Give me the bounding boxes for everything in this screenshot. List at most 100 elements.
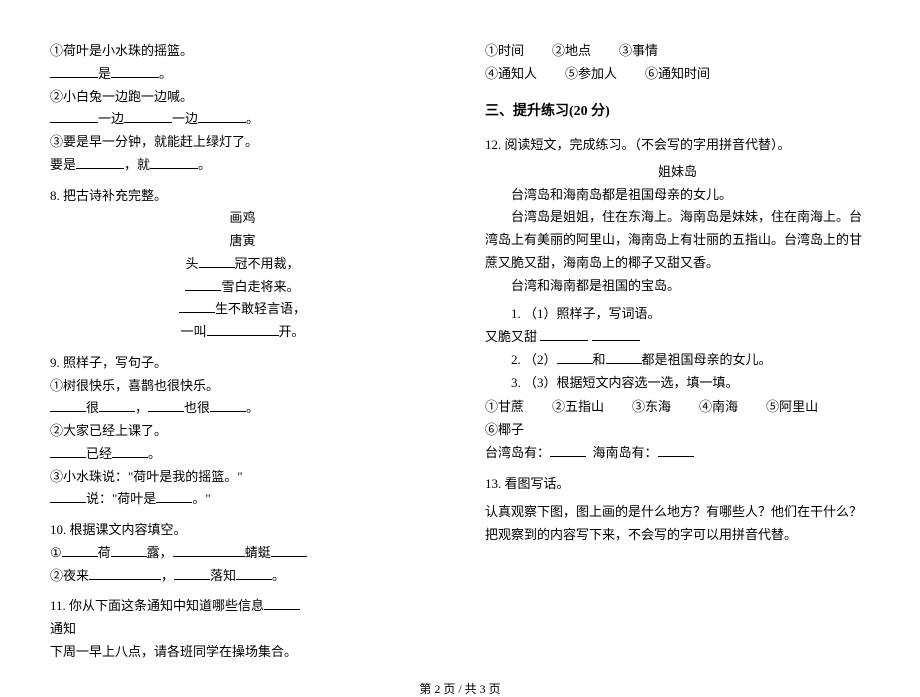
- blank: [111, 68, 159, 78]
- blank: [156, 493, 192, 503]
- q10-l2: ②夜来 ， 落知 。: [50, 565, 435, 588]
- text: 露，: [147, 545, 173, 560]
- opt: ⑥通知时间: [645, 63, 710, 86]
- page-footer: 第 2 页 / 共 3 页: [0, 680, 920, 697]
- blank: [658, 447, 694, 457]
- q12-s2: 2. （2） 和 都是祖国母亲的女儿。: [485, 349, 870, 372]
- blank: [243, 326, 279, 336]
- blank: [179, 303, 215, 313]
- text: 2. （2）: [511, 352, 557, 367]
- right-column: ①时间 ②地点 ③事情 ④通知人 ⑤参加人 ⑥通知时间 三、提升练习(20 分)…: [485, 40, 870, 664]
- text: 一边: [172, 111, 198, 126]
- text: ，: [135, 400, 148, 415]
- q13: 13. 看图写话。 认真观察下图，图上画的是什么地方？有哪些人？他们在干什么？把…: [485, 473, 870, 547]
- blank: [185, 280, 221, 290]
- text: ，: [161, 568, 174, 583]
- q12-s1-ex: 又脆又甜: [485, 326, 870, 349]
- text: 开。: [279, 324, 305, 339]
- text: 一边: [98, 111, 124, 126]
- q9: 9. 照样子，写句子。 ①树很快乐，喜鹊也很快乐。 很，也很。 ②大家已经上课了…: [50, 352, 435, 511]
- opt: ⑥椰子: [485, 419, 524, 442]
- blank: [207, 326, 243, 336]
- blank: [209, 547, 245, 557]
- blank: [173, 547, 209, 557]
- blank: [112, 448, 148, 458]
- q11-options-bottom: ④通知人 ⑤参加人 ⑥通知时间: [485, 63, 870, 86]
- blank: [557, 354, 593, 364]
- blank: [174, 569, 210, 579]
- q8-p4: 一叫开。: [50, 321, 435, 344]
- q12-s3-opts: ①甘蔗 ②五指山 ③东海 ④南海 ⑤阿里山 ⑥椰子: [485, 396, 870, 442]
- opt: ⑤参加人: [565, 63, 617, 86]
- section-title: 三、提升练习(20 分): [485, 100, 870, 125]
- blank: [50, 493, 86, 503]
- page-container: ①荷叶是小水珠的摇篮。 是。 ②小白兔一边跑一边喊。 一边一边。 ③要是早一分钟…: [0, 0, 920, 674]
- text: ①: [50, 545, 62, 560]
- blank: [210, 402, 246, 412]
- text: 已经: [86, 446, 112, 461]
- q12-p1: 台湾岛和海南岛都是祖国母亲的女儿。: [485, 184, 870, 207]
- q13-body: 认真观察下图，图上画的是什么地方？有哪些人？他们在干什么？把观察到的内容写下来，…: [485, 501, 870, 547]
- opt: ③事情: [619, 40, 658, 63]
- blank: [89, 569, 125, 579]
- q8: 8. 把古诗补充完整。 画鸡 唐寅 头冠不用裁， 雪白走将来。 生不敢轻言语， …: [50, 185, 435, 344]
- text: 都是祖国母亲的女儿。: [642, 352, 772, 367]
- q7-line1: ①荷叶是小水珠的摇篮。: [50, 40, 435, 63]
- text: 。: [272, 568, 285, 583]
- q9-l4: 已经 。: [50, 443, 435, 466]
- blank: [124, 113, 172, 123]
- text: 说："荷叶是: [86, 491, 156, 506]
- q9-l6: 说："荷叶是。": [50, 488, 435, 511]
- q12-s1: 1. （1）照样子，写词语。: [485, 303, 870, 326]
- q8-p3: 生不敢轻言语，: [50, 298, 435, 321]
- text: 要是: [50, 157, 76, 172]
- blank: [199, 258, 235, 268]
- q12-p3: 台湾和海南都是祖国的宝岛。: [485, 275, 870, 298]
- text: 雪白走将来。: [221, 279, 299, 294]
- text: 。: [246, 111, 259, 126]
- blank: [540, 331, 588, 341]
- text: 荷: [98, 545, 111, 560]
- opt: ③东海: [632, 396, 671, 419]
- blank: [62, 547, 98, 557]
- q11-notice-title: 通知: [50, 618, 435, 641]
- q11-notice-body: 下周一早上八点，请各班同学在操场集合。: [50, 641, 435, 664]
- q10-title: 10. 根据课文内容填空。: [50, 519, 435, 542]
- q11-options-top: ①时间 ②地点 ③事情: [485, 40, 870, 63]
- blank: [50, 402, 86, 412]
- q9-title: 9. 照样子，写句子。: [50, 352, 435, 375]
- q8-p2: 雪白走将来。: [50, 276, 435, 299]
- left-column: ①荷叶是小水珠的摇篮。 是。 ②小白兔一边跑一边喊。 一边一边。 ③要是早一分钟…: [50, 40, 435, 664]
- q12-tw-hn: 台湾岛有： 海南岛有：: [485, 442, 870, 465]
- q10-l1: ①荷露，蜻蜓: [50, 542, 435, 565]
- text: ②夜来: [50, 568, 89, 583]
- q12-p2: 台湾岛是姐姐，住在东海上。海南岛是妹妹，住在南海上。台湾岛上有美丽的阿里山，海南…: [485, 206, 870, 274]
- text: 冠不用裁，: [235, 256, 300, 271]
- q9-l2: 很 ， 也很 。: [50, 397, 435, 420]
- blank: [264, 600, 300, 610]
- text: 海南岛有：: [593, 445, 658, 460]
- blank: [592, 331, 640, 341]
- q11: 11. 你从下面这条通知中知道哪些信息 通知 下周一早上八点，请各班同学在操场集…: [50, 595, 435, 663]
- blank: [198, 113, 246, 123]
- q12: 12. 阅读短文，完成练习。（不会写的字用拼音代替）。 姐妹岛 台湾岛和海南岛都…: [485, 134, 870, 465]
- text: 。: [246, 400, 259, 415]
- blank: [111, 547, 147, 557]
- blank: [50, 448, 86, 458]
- text: 落知: [210, 568, 236, 583]
- blank: [76, 159, 124, 169]
- text: 很: [86, 400, 99, 415]
- text: 和: [593, 352, 606, 367]
- text: 。: [148, 446, 161, 461]
- q7-line3: ②小白兔一边跑一边喊。: [50, 86, 435, 109]
- text: 也很: [184, 400, 210, 415]
- opt: ⑤阿里山: [766, 396, 818, 419]
- q8-p1: 头冠不用裁，: [50, 253, 435, 276]
- q12-title: 12. 阅读短文，完成练习。（不会写的字用拼音代替）。: [485, 134, 870, 157]
- q7-line4: 一边 一边 。: [50, 108, 435, 131]
- q8-poem-title: 画鸡: [50, 207, 435, 230]
- opt: ②五指山: [552, 396, 604, 419]
- opt: ④通知人: [485, 63, 537, 86]
- text: ，就: [124, 157, 150, 172]
- q11-title: 11. 你从下面这条通知中知道哪些信息: [50, 595, 435, 618]
